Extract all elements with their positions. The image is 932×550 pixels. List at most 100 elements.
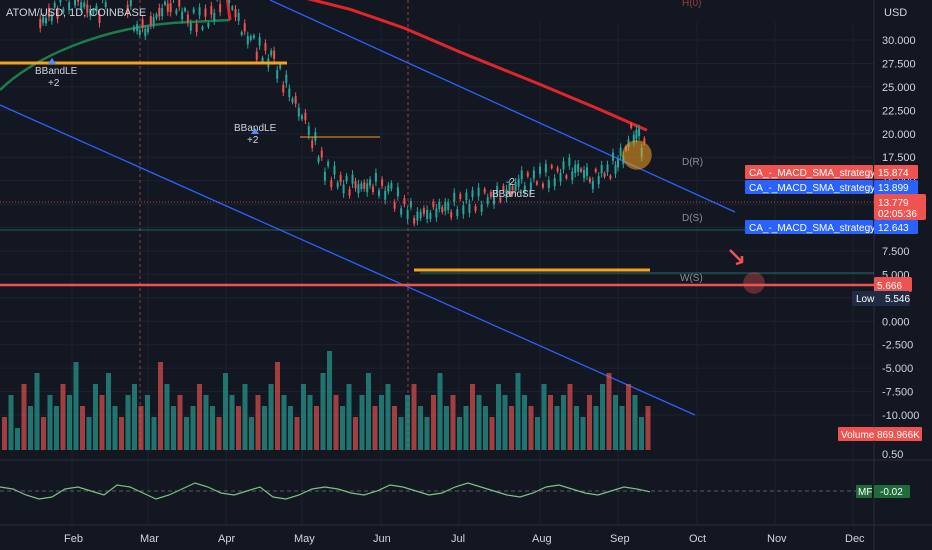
volume-bar[interactable] bbox=[314, 406, 319, 450]
symbol-title[interactable]: ATOM/USD, 1D, COINBASE bbox=[6, 7, 146, 19]
price-candle[interactable] bbox=[288, 88, 291, 98]
price-candle[interactable] bbox=[532, 170, 535, 179]
price-candle[interactable] bbox=[261, 57, 264, 62]
volume-bar[interactable] bbox=[450, 395, 456, 450]
price-candle[interactable] bbox=[603, 173, 606, 177]
price-candle[interactable] bbox=[583, 170, 586, 179]
volume-bar[interactable] bbox=[80, 406, 85, 450]
price-candle[interactable] bbox=[441, 207, 444, 213]
price-candle[interactable] bbox=[50, 14, 53, 22]
volume-bar[interactable] bbox=[346, 384, 352, 450]
volume-bar[interactable] bbox=[593, 406, 599, 450]
mf-line[interactable] bbox=[0, 482, 651, 500]
channel-upper-line[interactable] bbox=[269, 0, 736, 213]
volume-bar[interactable] bbox=[626, 384, 631, 450]
volume-bar[interactable] bbox=[151, 417, 157, 450]
price-candle[interactable] bbox=[228, 0, 231, 4]
price-candle[interactable] bbox=[630, 124, 633, 128]
price-candle[interactable] bbox=[499, 197, 502, 202]
price-candle[interactable] bbox=[126, 4, 129, 14]
price-candle[interactable] bbox=[201, 26, 204, 30]
volume-bar[interactable] bbox=[470, 384, 475, 450]
plot-layer[interactable] bbox=[0, 0, 874, 500]
volume-bar[interactable] bbox=[216, 417, 222, 450]
volume-bar[interactable] bbox=[613, 395, 618, 450]
price-candle[interactable] bbox=[345, 175, 348, 182]
price-candle[interactable] bbox=[237, 12, 240, 21]
price-candle[interactable] bbox=[468, 203, 471, 213]
price-candle[interactable] bbox=[255, 51, 258, 60]
volume-bar[interactable] bbox=[184, 417, 189, 450]
volume-bar[interactable] bbox=[2, 417, 7, 450]
price-candle[interactable] bbox=[426, 209, 429, 219]
price-candle[interactable] bbox=[336, 182, 339, 188]
price-candle[interactable] bbox=[246, 35, 249, 45]
price-candle[interactable] bbox=[556, 167, 559, 172]
volume-bar[interactable] bbox=[229, 395, 235, 450]
signal-arrow[interactable] bbox=[507, 191, 515, 197]
price-candle[interactable] bbox=[348, 189, 351, 196]
price-candle[interactable] bbox=[523, 185, 526, 194]
price-candle[interactable] bbox=[493, 195, 496, 205]
price-candle[interactable] bbox=[594, 168, 597, 173]
volume-bar[interactable] bbox=[197, 384, 202, 450]
volume-bar[interactable] bbox=[320, 373, 326, 450]
volume-bar[interactable] bbox=[41, 417, 46, 450]
price-candle[interactable] bbox=[363, 182, 366, 189]
price-candle[interactable] bbox=[311, 140, 314, 148]
price-candle[interactable] bbox=[92, 9, 95, 14]
volume-bar[interactable] bbox=[210, 406, 215, 450]
volume-bar[interactable] bbox=[431, 395, 436, 450]
price-candle[interactable] bbox=[169, 3, 172, 13]
price-candle[interactable] bbox=[243, 23, 246, 32]
price-candle[interactable] bbox=[600, 165, 603, 174]
price-candle[interactable] bbox=[565, 175, 568, 179]
price-candle[interactable] bbox=[486, 197, 489, 204]
volume-bar[interactable] bbox=[301, 384, 306, 450]
price-candle[interactable] bbox=[535, 181, 538, 185]
price-candle[interactable] bbox=[129, 0, 132, 6]
price-candle[interactable] bbox=[138, 30, 141, 35]
price-candle[interactable] bbox=[147, 27, 149, 33]
price-candle[interactable] bbox=[276, 70, 279, 79]
price-candle[interactable] bbox=[619, 147, 622, 157]
volume-bar[interactable] bbox=[281, 395, 287, 450]
price-candle[interactable] bbox=[301, 115, 303, 120]
price-candle[interactable] bbox=[184, 8, 187, 12]
volume-bar[interactable] bbox=[567, 384, 573, 450]
volume-bar[interactable] bbox=[340, 406, 345, 450]
volume-bar[interactable] bbox=[249, 417, 254, 450]
price-candle[interactable] bbox=[574, 164, 577, 174]
price-candle[interactable] bbox=[42, 16, 45, 23]
price-candle[interactable] bbox=[553, 178, 556, 187]
volume-bar[interactable] bbox=[418, 406, 423, 450]
price-candle[interactable] bbox=[609, 175, 612, 179]
volume-bar[interactable] bbox=[242, 384, 248, 450]
volume-bar[interactable] bbox=[554, 406, 560, 450]
price-candle[interactable] bbox=[541, 183, 544, 188]
price-candle[interactable] bbox=[520, 170, 523, 180]
price-candle[interactable] bbox=[163, 1, 166, 5]
price-candle[interactable] bbox=[403, 197, 406, 205]
price-candle[interactable] bbox=[456, 209, 459, 217]
price-candle[interactable] bbox=[327, 161, 330, 167]
price-candle[interactable] bbox=[149, 16, 152, 25]
price-candle[interactable] bbox=[611, 152, 614, 161]
price-candle[interactable] bbox=[514, 182, 517, 191]
volume-bar[interactable] bbox=[158, 362, 163, 450]
price-candle[interactable] bbox=[505, 189, 508, 199]
volume-bar[interactable] bbox=[405, 395, 410, 450]
price-candle[interactable] bbox=[333, 165, 336, 175]
price-candle[interactable] bbox=[83, 2, 86, 8]
volume-bar[interactable] bbox=[359, 395, 365, 450]
price-candle[interactable] bbox=[384, 190, 387, 200]
volume-bar[interactable] bbox=[385, 384, 391, 450]
price-candle[interactable] bbox=[207, 23, 210, 27]
volume-bar[interactable] bbox=[457, 417, 462, 450]
volume-bar[interactable] bbox=[509, 406, 514, 450]
volume-bar[interactable] bbox=[47, 395, 53, 450]
price-candle[interactable] bbox=[635, 129, 638, 139]
price-candle[interactable] bbox=[219, 4, 222, 13]
volume-bar[interactable] bbox=[444, 406, 449, 450]
